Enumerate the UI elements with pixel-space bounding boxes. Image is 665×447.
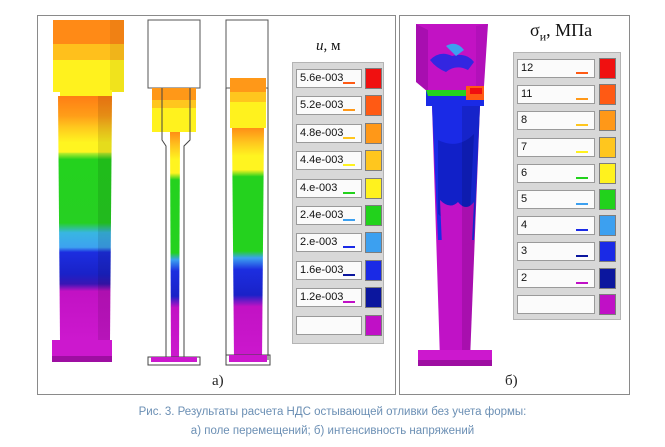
- figure-caption: Рис. 3. Результаты расчета НДС остывающе…: [0, 403, 665, 441]
- legend-b: 12 11 8 7 6 5 4 3 2: [513, 52, 621, 320]
- legend-a: 5.6e-003 5.2e-003 4.8e-003 4.4e-003 4.e-003 2…: [292, 62, 384, 344]
- legend-a-entry: 4.4e-003: [296, 149, 383, 173]
- legend-a-tick: [343, 246, 355, 249]
- legend-a-tick: [343, 219, 355, 221]
- legend-a-entry: 1.6e-003: [296, 259, 383, 283]
- legend-a-tick: [343, 191, 355, 194]
- stress-casting: [416, 24, 492, 366]
- legend-b-swatch: [599, 267, 616, 289]
- legend-b-tick: [576, 229, 588, 232]
- legend-a-tick: [343, 329, 355, 331]
- legend-b-tick: [576, 203, 588, 205]
- legend-a-entry: 5.6e-003: [296, 67, 383, 91]
- legend-a-value: 4.4e-003: [296, 151, 362, 171]
- legend-a-entry: [296, 314, 383, 338]
- legend-a-swatch: [365, 95, 382, 117]
- legend-a-tick: [343, 273, 355, 276]
- legend-b-value: 5: [517, 190, 595, 209]
- legend-b-entry: [517, 293, 617, 317]
- legend-b-entry: 4: [517, 214, 617, 238]
- legend-a-value: [296, 315, 362, 335]
- legend-b-tick: [576, 255, 588, 258]
- fem-illustration: [52, 19, 492, 366]
- legend-b-value: 12: [517, 59, 595, 78]
- legend-b-tick: [576, 176, 588, 179]
- legend-b-tick: [576, 281, 588, 284]
- legend-b-value: 7: [517, 137, 595, 157]
- legend-b-value: [517, 294, 595, 314]
- legend-a-swatch: [365, 232, 382, 254]
- legend-b-value: 8: [517, 111, 595, 131]
- legend-a-value: 1.2e-003: [296, 288, 362, 308]
- legend-a-symbol: u: [316, 38, 324, 54]
- legend-b-swatch: [599, 84, 616, 106]
- legend-a-entry: 4.8e-003: [296, 122, 383, 146]
- legend-a-swatch: [365, 287, 382, 309]
- panel-b-label: б): [505, 373, 518, 389]
- casting-section: [147, 19, 201, 366]
- legend-a-swatch: [365, 68, 382, 89]
- legend-a-swatch: [365, 205, 382, 226]
- legend-b-value: 4: [517, 216, 595, 236]
- legend-a-title: u, м: [316, 38, 341, 55]
- legend-a-swatch: [365, 150, 382, 172]
- legend-b-swatch: [599, 189, 616, 210]
- legend-b-sub: и: [539, 29, 547, 44]
- legend-a-entry: 2.4e-003: [296, 204, 383, 228]
- legend-a-value: 5.2e-003: [296, 96, 362, 116]
- legend-a-swatch: [365, 177, 382, 199]
- legend-a-tick: [343, 109, 355, 112]
- legend-a-value: 4.8e-003: [296, 123, 362, 143]
- legend-a-tick: [343, 301, 355, 304]
- legend-a-value: 2.4e-003: [296, 206, 362, 225]
- legend-b-swatch: [599, 241, 616, 263]
- legend-b-value: 3: [517, 242, 595, 262]
- legend-b-entry: 6: [517, 162, 617, 186]
- legend-b-entry: 5: [517, 188, 617, 212]
- legend-b-swatch: [599, 136, 616, 158]
- legend-b-entry: 11: [517, 83, 617, 107]
- legend-a-swatch: [365, 314, 382, 336]
- panel-a-label: а): [212, 373, 224, 389]
- legend-a-entry: 4.e-003: [296, 177, 383, 201]
- legend-b-swatch: [599, 215, 616, 237]
- legend-a-entry: 1.2e-003: [296, 286, 383, 310]
- legend-a-entry: 2.e-003: [296, 231, 383, 255]
- legend-a-value: 1.6e-003: [296, 260, 362, 280]
- legend-b-entry: 3: [517, 240, 617, 264]
- legend-b-symbol: σ: [530, 20, 540, 40]
- legend-b-title: σи, МПа: [530, 20, 592, 45]
- legend-a-value: 2.e-003: [296, 233, 362, 253]
- caption-line-1: Рис. 3. Результаты расчета НДС остывающе…: [138, 406, 527, 418]
- deformed-casting-solid: [52, 20, 124, 362]
- legend-b-tick: [576, 150, 588, 153]
- legend-b-value: 2: [517, 268, 595, 288]
- legend-b-value: 11: [517, 85, 595, 105]
- legend-a-tick: [343, 164, 355, 167]
- legend-b-tick: [576, 308, 588, 310]
- casting-half: [225, 19, 271, 366]
- legend-b-unit: , МПа: [546, 20, 593, 40]
- legend-b-entry: 2: [517, 267, 617, 291]
- legend-b-tick: [576, 124, 588, 127]
- legend-a-swatch: [365, 259, 382, 281]
- legend-a-value: 5.6e-003: [296, 69, 362, 88]
- legend-b-swatch: [599, 58, 616, 79]
- legend-b-swatch: [599, 162, 616, 184]
- legend-b-tick: [576, 98, 588, 101]
- legend-b-value: 6: [517, 163, 595, 183]
- legend-a-unit: , м: [323, 38, 341, 54]
- legend-b-tick: [576, 72, 588, 74]
- legend-b-entry: 8: [517, 109, 617, 133]
- legend-a-tick: [343, 82, 355, 84]
- legend-a-entry: 5.2e-003: [296, 94, 383, 118]
- legend-a-tick: [343, 136, 355, 139]
- legend-b-swatch: [599, 293, 616, 315]
- legend-b-entry: 12: [517, 57, 617, 81]
- legend-a-swatch: [365, 122, 382, 144]
- legend-a-value: 4.e-003: [296, 178, 362, 198]
- legend-b-entry: 7: [517, 136, 617, 160]
- caption-line-2: а) поле перемещений; б) интенсивность на…: [190, 425, 475, 437]
- legend-b-swatch: [599, 110, 616, 132]
